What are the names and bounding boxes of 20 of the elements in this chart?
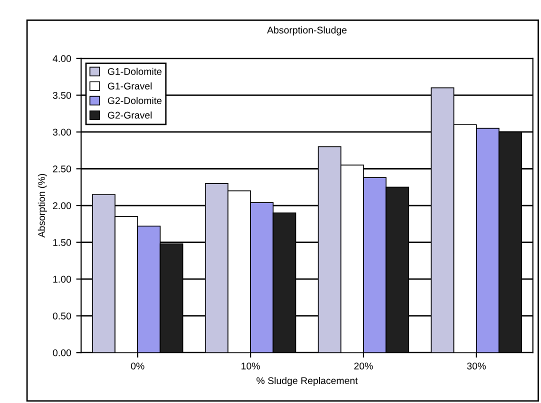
chart-title: Absorption-Sludge [267, 26, 347, 36]
y-tick-label: 3.00 [52, 128, 72, 136]
x-tick-label: 10% [242, 362, 260, 370]
y-tick-label: 2.50 [52, 165, 72, 172]
y-tick-label: 0.00 [52, 349, 72, 356]
x-tick-label: 0% [130, 362, 144, 370]
y-axis-title: Absorption (%) [38, 174, 47, 238]
y-tick-label: 4.00 [52, 55, 72, 62]
x-tick-label: 20% [354, 362, 373, 370]
y-tick-label: 1.00 [53, 276, 72, 283]
legend-label: G2-Gravel [108, 111, 152, 119]
y-tick-label: 0.50 [52, 312, 72, 320]
legend-label: G2-Dolomite [108, 96, 162, 104]
x-tick-label: 30% [467, 362, 486, 370]
y-tick-label: 2.00 [52, 202, 72, 210]
y-tick-label: 1.50 [53, 239, 72, 246]
x-axis-title: % Sludge Replacement [256, 376, 358, 386]
legend-label: G1-Dolomite [108, 68, 162, 75]
y-tick-label: 3.50 [52, 92, 72, 99]
legend-label: G1-Gravel [108, 82, 152, 90]
